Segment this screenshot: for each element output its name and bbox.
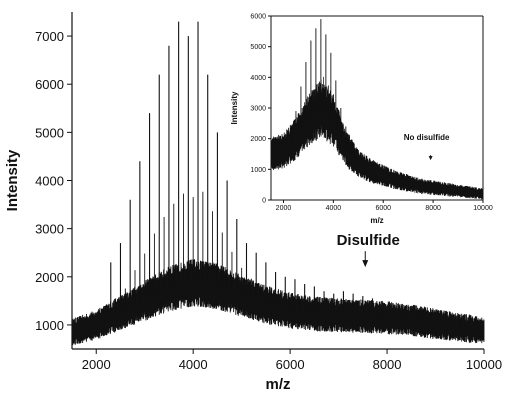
- main-y-axis-title: Intensity: [4, 149, 21, 211]
- inset-x-tick-label: 10000: [473, 205, 493, 212]
- inset-y-tick-label: 2000: [250, 136, 266, 143]
- inset-x-tick-label: 2000: [276, 205, 292, 212]
- main-x-tick-label: 6000: [276, 357, 305, 372]
- main-y-tick-label: 5000: [35, 125, 64, 140]
- main-annotation-label: Disulfide: [337, 232, 400, 249]
- inset-annotation-arrow-head: [428, 156, 433, 161]
- inset-x-tick-label: 6000: [375, 205, 391, 212]
- main-x-axis-title: m/z: [265, 376, 290, 393]
- main-y-tick-label: 4000: [35, 174, 64, 189]
- main-x-tick-label: 4000: [179, 357, 208, 372]
- inset-y-tick-label: 5000: [250, 44, 266, 51]
- inset-y-axis-title: Intensity: [230, 91, 239, 124]
- main-y-tick-label: 3000: [35, 222, 64, 237]
- main-x-tick-label: 2000: [82, 357, 111, 372]
- inset-x-tick-label: 4000: [326, 205, 342, 212]
- inset-y-tick-label: 6000: [250, 14, 266, 21]
- main-y-tick-label: 2000: [35, 270, 64, 285]
- inset-y-tick-label: 3000: [250, 106, 266, 113]
- main-noise-band: [71, 259, 485, 346]
- inset-x-tick-label: 8000: [425, 205, 441, 212]
- main-y-tick-label: 6000: [35, 77, 64, 92]
- inset-plot: 2000 4000 6000 8000 10000 0 1000 2000 3000 4000 50…: [230, 14, 493, 226]
- inset-noise-band: [270, 79, 484, 200]
- inset-annotation-label: No disulfide: [404, 133, 450, 142]
- inset-y-tick-label: 4000: [250, 75, 266, 82]
- main-y-tick-label: 1000: [35, 318, 64, 333]
- main-x-tick-label: 10000: [466, 357, 502, 372]
- inset-x-axis-title: m/z: [370, 216, 383, 225]
- inset-y-tick-label: 1000: [250, 167, 266, 174]
- inset-y-tick-label: 0: [262, 198, 266, 205]
- main-annotation-arrow-head: [362, 260, 369, 268]
- main-plot: 2000 4000 6000 8000 100001000200030004000500…: [4, 12, 502, 393]
- main-y-tick-label: 7000: [35, 29, 64, 44]
- main-x-tick-label: 8000: [373, 357, 402, 372]
